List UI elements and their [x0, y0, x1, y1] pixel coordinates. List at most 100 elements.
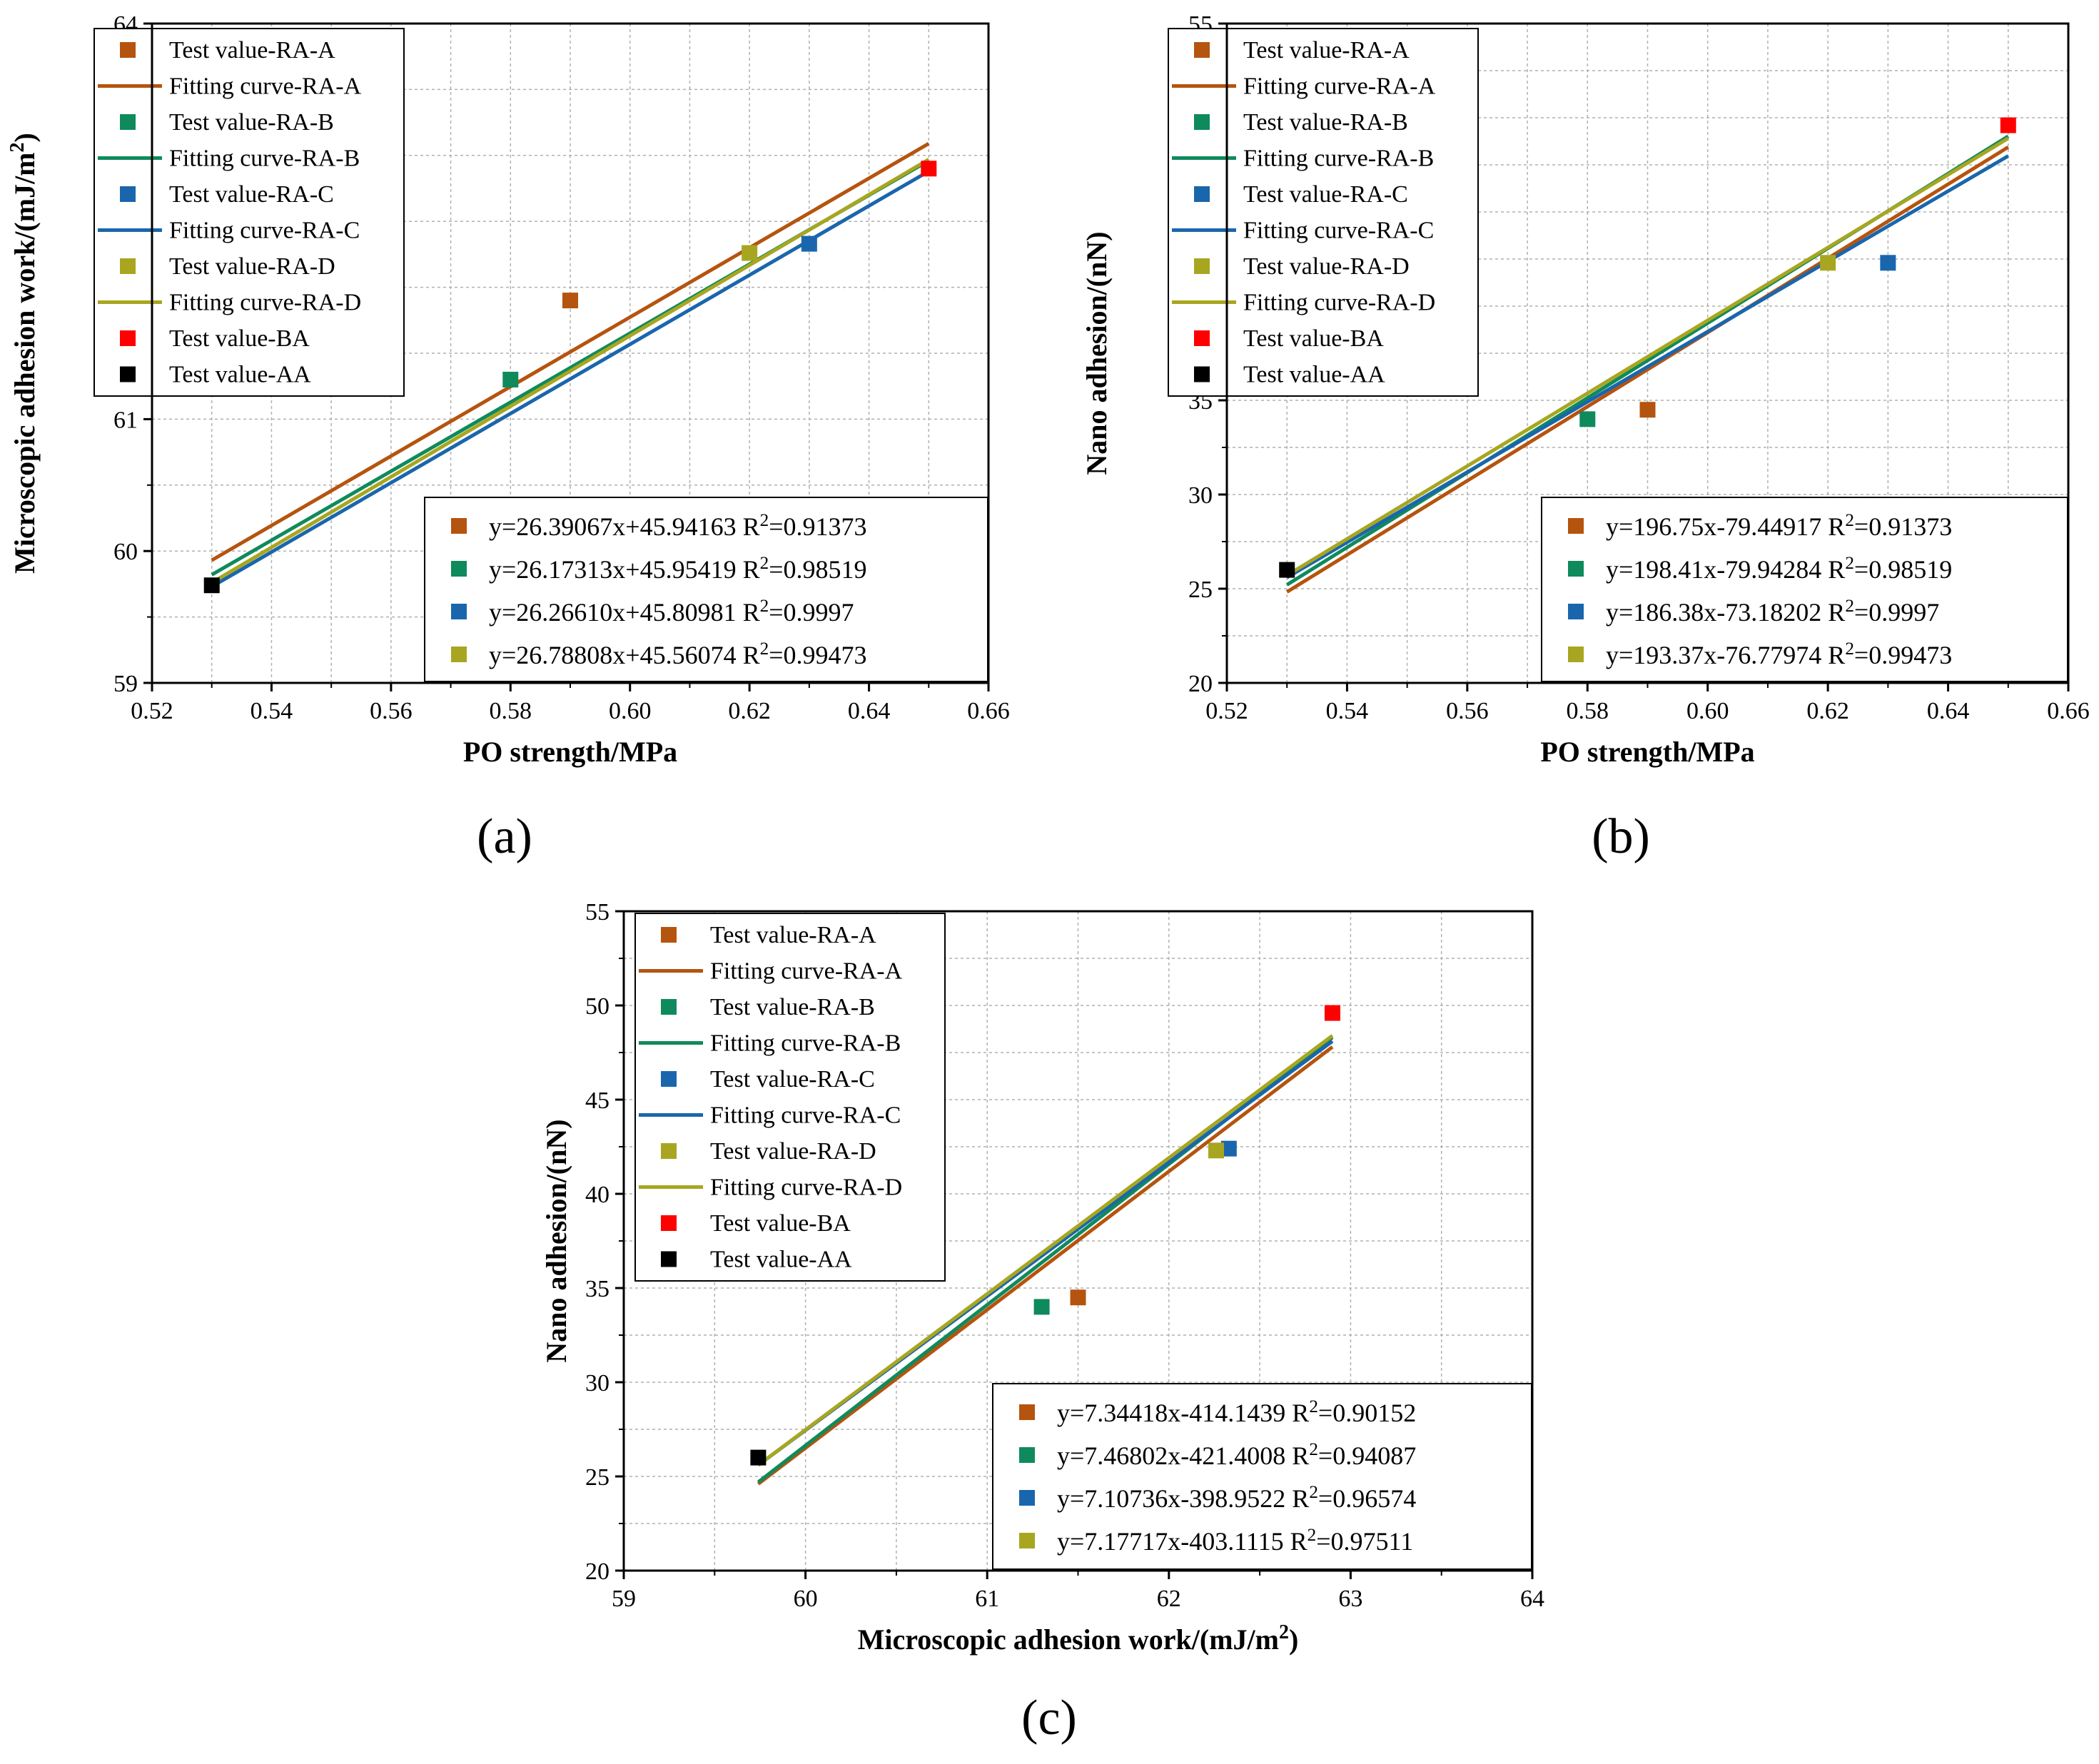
data-point-ra-a	[1070, 1289, 1086, 1306]
y-tick-label: 60	[113, 539, 138, 565]
equation-label: y=193.37x-76.77974 R2=0.99473	[1606, 639, 1952, 670]
y-axis-label: Microscopic adhesion work/(mJ/m2)	[6, 133, 41, 574]
x-tick-label: 0.64	[848, 698, 891, 724]
legend-label: Test value-RA-D	[1243, 253, 1410, 280]
y-tick-label: 55	[585, 899, 610, 926]
legend-box	[93, 28, 405, 397]
x-tick-label: 0.58	[490, 698, 532, 724]
legend-box	[1168, 28, 1479, 397]
y-tick-label: 35	[585, 1276, 610, 1302]
data-point-ba	[921, 161, 937, 177]
equation-label: y=26.17313x+45.95419 R2=0.98519	[489, 554, 867, 584]
legend-label: Test value-RA-C	[169, 181, 334, 208]
equation-box	[1541, 497, 2068, 682]
legend-marker	[1194, 42, 1210, 58]
data-point-ra-d	[1820, 255, 1836, 271]
legend-label: Test value-RA-A	[1243, 37, 1410, 64]
x-tick-label: 0.52	[1205, 698, 1248, 724]
legend-marker	[120, 366, 136, 382]
x-tick-label: 59	[612, 1586, 636, 1612]
legend-label: Fitting curve-RA-B	[1243, 146, 1434, 172]
y-tick-label: 25	[585, 1464, 610, 1491]
legend-marker	[120, 42, 136, 58]
legend-label: Test value-BA	[169, 325, 310, 352]
legend-label: Fitting curve-RA-B	[710, 1030, 901, 1057]
y-tick-label: 30	[1188, 482, 1213, 509]
x-tick-label: 61	[975, 1586, 999, 1612]
equation-label: y=7.46802x-421.4008 R2=0.94087	[1057, 1440, 1416, 1471]
x-tick-label: 0.66	[967, 698, 1010, 724]
x-tick-label: 0.54	[251, 698, 293, 724]
data-point-aa	[1279, 562, 1295, 578]
equation-label: y=198.41x-79.94284 R2=0.98519	[1606, 554, 1952, 584]
legend-marker	[1194, 114, 1210, 130]
legend-label: Test value-AA	[1243, 362, 1385, 388]
x-tick-label: 0.54	[1326, 698, 1369, 724]
legend-label: Fitting curve-RA-C	[169, 218, 360, 244]
legend-label: Test value-BA	[710, 1210, 851, 1237]
legend-marker	[1194, 186, 1210, 202]
legend-label: Test value-AA	[710, 1247, 852, 1273]
legend-label: Fitting curve-RA-B	[169, 146, 360, 172]
legend-label: Fitting curve-RA-D	[169, 290, 361, 316]
legend-marker	[661, 1143, 677, 1159]
equation-marker	[1568, 518, 1584, 534]
legend-label: Fitting curve-RA-C	[1243, 218, 1434, 244]
y-tick-label: 61	[113, 407, 138, 433]
legend-label: Test value-RA-A	[169, 37, 335, 64]
equation-label: y=196.75x-79.44917 R2=0.91373	[1606, 511, 1952, 542]
legend-marker	[120, 114, 136, 130]
x-tick-label: 0.60	[1686, 698, 1729, 724]
fit-line-ra-c	[1285, 154, 2010, 579]
data-point-ra-b	[502, 371, 519, 387]
legend-marker	[120, 330, 136, 346]
x-tick-label: 0.64	[1927, 698, 1970, 724]
chart-panel-3: 59 60 61 62 63 64 20 25 30 35 40 45 50 55 Test value-R…	[540, 899, 1544, 1745]
data-point-ra-a	[562, 293, 578, 309]
x-tick-label: 0.52	[131, 698, 173, 724]
legend-marker	[120, 258, 136, 274]
equation-box	[992, 1383, 1532, 1570]
legend-marker	[1194, 258, 1210, 274]
data-point-ra-c	[1220, 1140, 1237, 1157]
panel-label: (b)	[1592, 809, 1650, 864]
data-point-ra-c	[801, 235, 817, 252]
fit-line-ra-a	[757, 1045, 1334, 1486]
fit-line-ra-d	[757, 1034, 1334, 1467]
legend-marker	[661, 1215, 677, 1231]
equation-label: y=7.17717x-403.1115 R2=0.97511	[1057, 1526, 1413, 1556]
data-point-ra-d	[1208, 1142, 1224, 1159]
equation-label: y=26.26610x+45.80981 R2=0.9997	[489, 597, 854, 627]
data-point-ra-b	[1579, 411, 1596, 427]
equation-marker	[1019, 1447, 1035, 1463]
legend-label: Test value-RA-D	[710, 1138, 876, 1165]
equation-marker	[451, 647, 467, 662]
x-tick-label: 62	[1157, 1586, 1181, 1612]
equation-marker	[451, 518, 467, 534]
legend-label: Test value-BA	[1243, 325, 1384, 352]
legend-marker	[1194, 330, 1210, 346]
x-axis-label: PO strength/MPa	[463, 736, 677, 768]
equation-label: y=186.38x-73.18202 R2=0.9997	[1606, 597, 1939, 627]
legend-label: Fitting curve-RA-A	[710, 958, 903, 985]
fit-line-ra-d	[211, 158, 930, 584]
legend-label: Fitting curve-RA-C	[710, 1102, 901, 1129]
legend-label: Fitting curve-RA-A	[1243, 74, 1436, 100]
legend-marker	[661, 1251, 677, 1267]
fit-line-ra-a	[1285, 146, 2010, 594]
legend-marker	[661, 1071, 677, 1087]
data-point-ra-b	[1033, 1299, 1050, 1315]
legend-label: Test value-RA-B	[1243, 109, 1408, 136]
x-tick-label: 0.60	[609, 698, 652, 724]
plot-frame	[1225, 22, 2070, 684]
equation-marker	[1019, 1490, 1035, 1506]
legend-label: Test value-RA-A	[710, 922, 876, 948]
equation-label: y=26.39067x+45.94163 R2=0.91373	[489, 511, 867, 542]
equation-marker	[1019, 1404, 1035, 1420]
equation-box	[424, 497, 988, 682]
x-tick-label: 0.56	[1446, 698, 1489, 724]
legend-label: Test value-RA-B	[710, 994, 875, 1020]
legend-marker	[1194, 366, 1210, 382]
data-point-ba	[1324, 1005, 1340, 1021]
